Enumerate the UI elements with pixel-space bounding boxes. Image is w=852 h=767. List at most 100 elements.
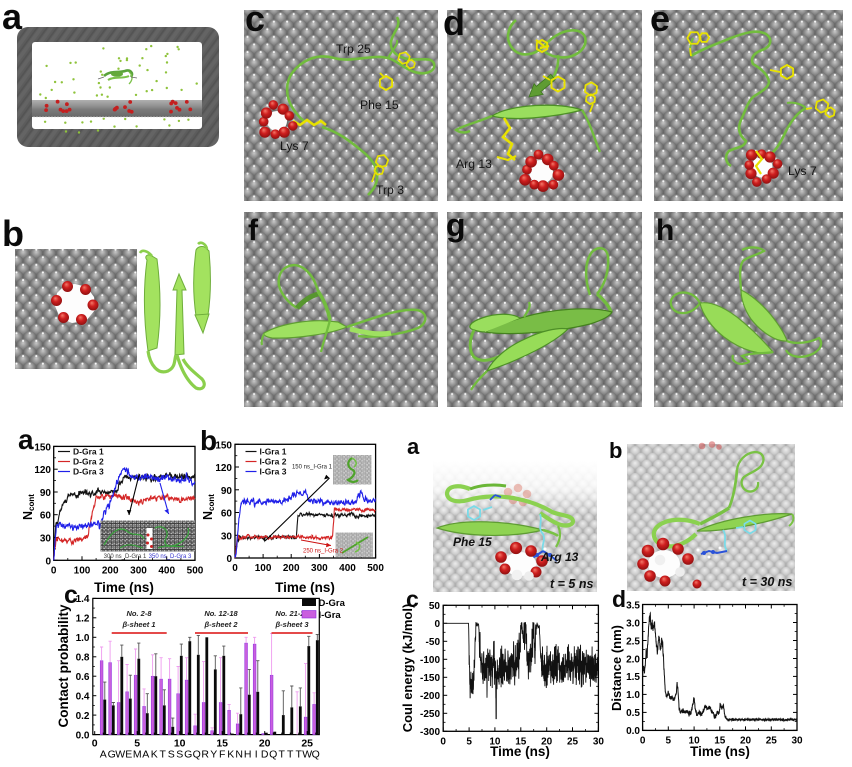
- svg-text:f: f: [248, 214, 259, 247]
- svg-text:h: h: [656, 214, 674, 247]
- svg-text:400: 400: [339, 563, 356, 574]
- svg-text:0: 0: [440, 736, 446, 747]
- svg-text:S: S: [176, 749, 183, 761]
- svg-text:g: g: [446, 207, 466, 243]
- svg-text:20: 20: [541, 736, 553, 747]
- svg-text:10: 10: [489, 736, 501, 747]
- svg-text:M: M: [133, 749, 142, 761]
- svg-text:100: 100: [74, 565, 91, 576]
- svg-text:1.2: 1.2: [76, 614, 90, 625]
- svg-text:Lys 7: Lys 7: [280, 139, 309, 153]
- svg-text:3.0: 3.0: [626, 618, 640, 629]
- svg-text:Y: Y: [210, 749, 217, 761]
- svg-text:t = 5 ns: t = 5 ns: [550, 577, 593, 591]
- svg-text:1.5: 1.5: [626, 672, 640, 683]
- svg-text:K: K: [227, 749, 234, 761]
- svg-text:D-Gra 1: D-Gra 1: [73, 447, 104, 457]
- svg-text:I: I: [255, 749, 258, 761]
- svg-text:A: A: [142, 749, 149, 761]
- svg-text:20: 20: [259, 738, 271, 750]
- svg-text:15: 15: [714, 735, 726, 746]
- svg-text:0.5: 0.5: [626, 708, 640, 719]
- svg-text:1.0: 1.0: [76, 633, 90, 644]
- svg-text:Time (ns): Time (ns): [94, 580, 154, 595]
- svg-text:Phe 15: Phe 15: [453, 535, 492, 549]
- svg-text:400: 400: [158, 565, 175, 576]
- svg-text:350 ns_D-Gra 3: 350 ns_D-Gra 3: [149, 554, 192, 560]
- svg-text:T: T: [159, 749, 166, 761]
- svg-text:1.4: 1.4: [76, 594, 90, 605]
- svg-text:300 ns_D-Gra 1: 300 ns_D-Gra 1: [104, 554, 147, 560]
- svg-text:G: G: [108, 749, 116, 761]
- svg-text:R: R: [201, 749, 209, 761]
- svg-text:I-Gra 2: I-Gra 2: [260, 457, 287, 467]
- svg-text:-250: -250: [420, 709, 440, 720]
- svg-text:Trp 25: Trp 25: [336, 42, 371, 56]
- svg-text:120: 120: [34, 465, 51, 476]
- svg-text:25: 25: [567, 736, 579, 747]
- svg-text:3.5: 3.5: [626, 600, 640, 611]
- svg-text:Coul energy (kJ/mol): Coul energy (kJ/mol): [400, 604, 415, 733]
- svg-text:300: 300: [311, 563, 328, 574]
- svg-text:D-Gra 2: D-Gra 2: [73, 457, 104, 467]
- svg-text:Phe 15: Phe 15: [360, 98, 399, 112]
- svg-text:Contact probability: Contact probability: [56, 604, 71, 727]
- svg-text:β-sheet 3: β-sheet 3: [275, 620, 310, 629]
- svg-text:No. 12-18: No. 12-18: [204, 609, 238, 618]
- svg-text:0: 0: [640, 735, 646, 746]
- svg-text:I-Gra: I-Gra: [319, 610, 342, 621]
- svg-text:c: c: [245, 0, 265, 39]
- svg-text:d: d: [443, 2, 465, 43]
- svg-text:No. 2-8: No. 2-8: [126, 609, 152, 618]
- svg-text:50: 50: [429, 601, 441, 612]
- svg-text:25: 25: [766, 735, 778, 746]
- svg-text:e: e: [650, 0, 670, 39]
- svg-text:a: a: [407, 434, 420, 459]
- svg-text:150 ns_I-Gra 1: 150 ns_I-Gra 1: [292, 465, 333, 471]
- svg-text:Time (ns): Time (ns): [490, 744, 550, 759]
- svg-text:10: 10: [174, 738, 186, 750]
- svg-text:0: 0: [92, 738, 98, 750]
- svg-text:0: 0: [434, 619, 440, 630]
- svg-text:T: T: [295, 749, 302, 761]
- svg-text:Q: Q: [269, 749, 277, 761]
- svg-text:150: 150: [34, 442, 51, 453]
- svg-text:F: F: [219, 749, 225, 761]
- svg-text:0: 0: [232, 563, 238, 574]
- svg-text:0: 0: [226, 554, 232, 565]
- svg-text:Time (ns): Time (ns): [275, 580, 335, 595]
- svg-text:No. 21-25: No. 21-25: [275, 609, 309, 618]
- svg-text:200: 200: [283, 563, 300, 574]
- svg-text:K: K: [151, 749, 158, 761]
- svg-text:0: 0: [45, 556, 51, 567]
- svg-text:20: 20: [740, 735, 752, 746]
- svg-text:90: 90: [221, 486, 233, 497]
- svg-text:0.0: 0.0: [76, 730, 90, 741]
- svg-text:0.6: 0.6: [76, 672, 90, 683]
- svg-text:I-Gra 1: I-Gra 1: [260, 447, 287, 457]
- svg-text:Arg 13: Arg 13: [540, 550, 579, 564]
- svg-text:2.0: 2.0: [626, 654, 640, 665]
- svg-text:5: 5: [666, 735, 672, 746]
- svg-text:30: 30: [791, 735, 803, 746]
- svg-text:Arg 13: Arg 13: [456, 157, 492, 171]
- svg-text:0.0: 0.0: [626, 726, 640, 737]
- svg-text:c: c: [406, 586, 419, 612]
- svg-text:E: E: [125, 749, 132, 761]
- svg-text:200: 200: [102, 565, 119, 576]
- svg-text:d: d: [612, 586, 626, 612]
- svg-text:T: T: [287, 749, 294, 761]
- svg-text:0.4: 0.4: [76, 692, 90, 703]
- svg-text:G: G: [184, 749, 192, 761]
- svg-text:-150: -150: [420, 673, 440, 684]
- svg-text:0: 0: [51, 565, 57, 576]
- svg-text:500: 500: [367, 563, 384, 574]
- svg-text:-200: -200: [420, 691, 440, 702]
- svg-text:-300: -300: [420, 727, 440, 738]
- svg-text:H: H: [244, 749, 252, 761]
- svg-text:S: S: [168, 749, 175, 761]
- svg-text:a: a: [18, 424, 34, 455]
- svg-text:Q: Q: [312, 749, 320, 761]
- svg-text:300: 300: [130, 565, 147, 576]
- svg-text:b: b: [2, 213, 24, 254]
